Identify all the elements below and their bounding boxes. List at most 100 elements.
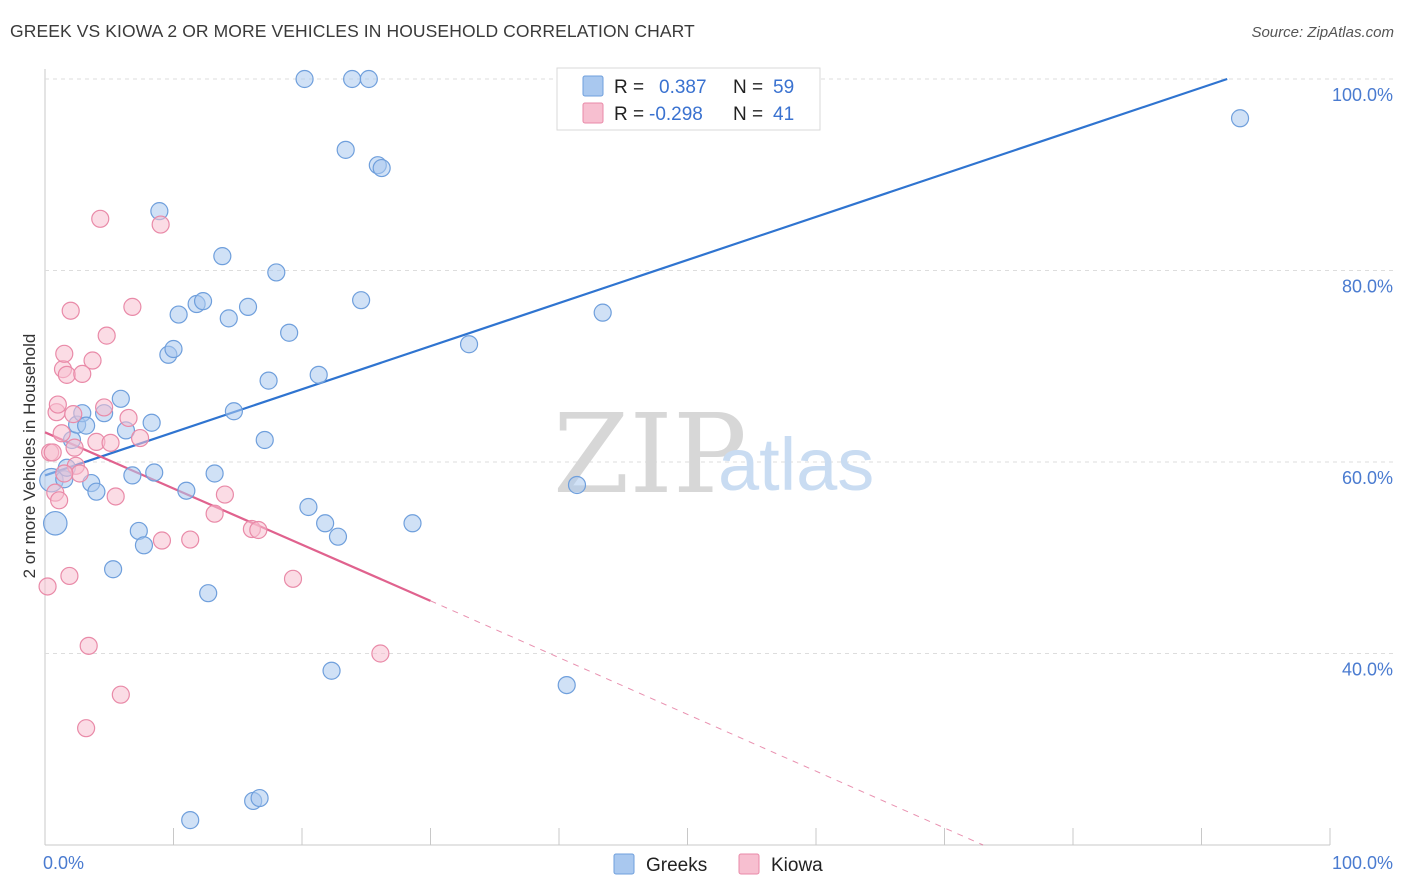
greeks-point — [352, 291, 371, 310]
kiowa-point — [151, 215, 170, 234]
greeks-point — [309, 365, 328, 384]
greeks-point — [459, 335, 479, 354]
kiowa-trend-extension — [430, 600, 984, 846]
greeks-point — [77, 416, 96, 435]
greeks-point — [1230, 109, 1250, 128]
legend-swatch-kiowa — [582, 102, 604, 124]
kiowa-point — [95, 398, 114, 417]
kiowa-point — [91, 209, 110, 228]
greeks-point — [316, 514, 335, 533]
greeks-point — [343, 69, 362, 89]
y-tick-label-100: 100.0% — [1332, 85, 1393, 105]
kiowa-point — [43, 443, 62, 462]
greeks-point — [145, 463, 164, 482]
greeks-point — [134, 536, 154, 555]
series-legend-swatch-kiowa — [738, 853, 760, 875]
greeks-point — [177, 481, 196, 500]
gridlines — [45, 78, 1394, 654]
kiowa-point — [65, 438, 84, 457]
kiowa-point — [52, 424, 71, 443]
greeks-point — [42, 510, 68, 536]
kiowa-point — [152, 531, 172, 550]
source-label: Source: ZipAtlas.com — [1251, 24, 1394, 41]
kiowa-point — [123, 297, 142, 316]
legend-n-value-kiowa: 41 — [773, 104, 794, 125]
legend-r-label-greeks: R = — [614, 77, 644, 98]
greeks-point — [295, 69, 314, 89]
greeks-point — [224, 402, 243, 421]
kiowa-point — [38, 577, 57, 596]
greeks-point — [181, 811, 200, 830]
kiowa-point — [61, 301, 80, 320]
greeks-point — [193, 292, 213, 311]
greeks-point — [250, 788, 269, 808]
greeks-point — [199, 584, 218, 603]
series-legend-label-greeks: Greeks — [646, 855, 707, 876]
chart-title: GREEK VS KIOWA 2 OR MORE VEHICLES IN HOU… — [10, 21, 695, 41]
y-tick-label-80: 80.0% — [1342, 277, 1393, 297]
legend-swatch-greeks — [582, 75, 604, 97]
greeks-point — [567, 475, 587, 495]
kiowa-point — [249, 520, 268, 540]
greeks-point — [557, 675, 576, 695]
greeks-point — [267, 263, 286, 282]
greeks-point — [259, 371, 278, 390]
greeks-point — [169, 305, 188, 324]
greeks-point — [328, 527, 348, 546]
greeks-point — [213, 247, 232, 266]
greeks-point — [164, 339, 183, 359]
greeks-point — [322, 661, 341, 680]
greeks-point — [123, 466, 142, 485]
legend-n-value-greeks: 59 — [773, 77, 794, 98]
kiowa-point — [55, 344, 74, 363]
greeks-point — [255, 430, 274, 450]
kiowa-point — [73, 364, 92, 384]
kiowa-point — [101, 433, 120, 452]
greeks-point — [238, 297, 258, 316]
kiowa-point — [77, 719, 96, 738]
greeks-point — [142, 413, 161, 432]
legend-n-label-kiowa: N = — [733, 104, 763, 125]
kiowa-point — [70, 464, 89, 483]
legend-r-value-kiowa: -0.298 — [649, 104, 703, 125]
greeks-point — [403, 514, 422, 533]
greeks-point — [336, 140, 355, 159]
greeks-point — [359, 69, 378, 89]
kiowa-point — [60, 566, 79, 586]
x-tick-label-min: 0.0% — [43, 853, 84, 873]
kiowa-point — [283, 569, 303, 588]
greeks-point — [372, 158, 391, 178]
kiowa-point — [215, 485, 234, 504]
greeks-point — [104, 560, 123, 579]
kiowa-point — [97, 326, 116, 345]
y-tick-label-60: 60.0% — [1342, 468, 1393, 488]
kiowa-point — [57, 365, 76, 384]
x-tick-label-max: 100.0% — [1332, 853, 1393, 873]
kiowa-point — [83, 351, 102, 370]
series-legend: Greeks Kiowa — [613, 853, 823, 876]
x-tick-marks — [44, 828, 1331, 845]
kiowa-trend-line — [44, 431, 431, 602]
greeks-point — [111, 389, 130, 408]
kiowa-point — [119, 408, 138, 428]
series-legend-label-kiowa: Kiowa — [771, 855, 823, 876]
legend-n-label-greeks: N = — [733, 77, 763, 98]
kiowa-point — [48, 395, 67, 414]
kiowa-point — [79, 636, 98, 655]
greeks-point — [299, 497, 318, 517]
greeks-point — [219, 309, 238, 328]
kiowa-point — [106, 487, 125, 506]
legend-r-value-greeks: 0.387 — [659, 77, 707, 98]
watermark-zip: ZIP — [553, 390, 747, 518]
greeks-point — [87, 482, 106, 501]
y-axis-label: 2 or more Vehicles in Household — [20, 334, 39, 579]
greeks-point — [205, 464, 224, 483]
kiowa-point — [55, 464, 74, 483]
correlation-legend: R = 0.387 N = 59 R = -0.298 N = 41 — [556, 67, 821, 131]
greeks-point — [593, 303, 612, 322]
kiowa-point — [50, 491, 69, 510]
legend-r-label-kiowa: R = — [614, 104, 644, 125]
kiowa-point — [64, 405, 83, 424]
kiowa-point — [371, 644, 390, 663]
